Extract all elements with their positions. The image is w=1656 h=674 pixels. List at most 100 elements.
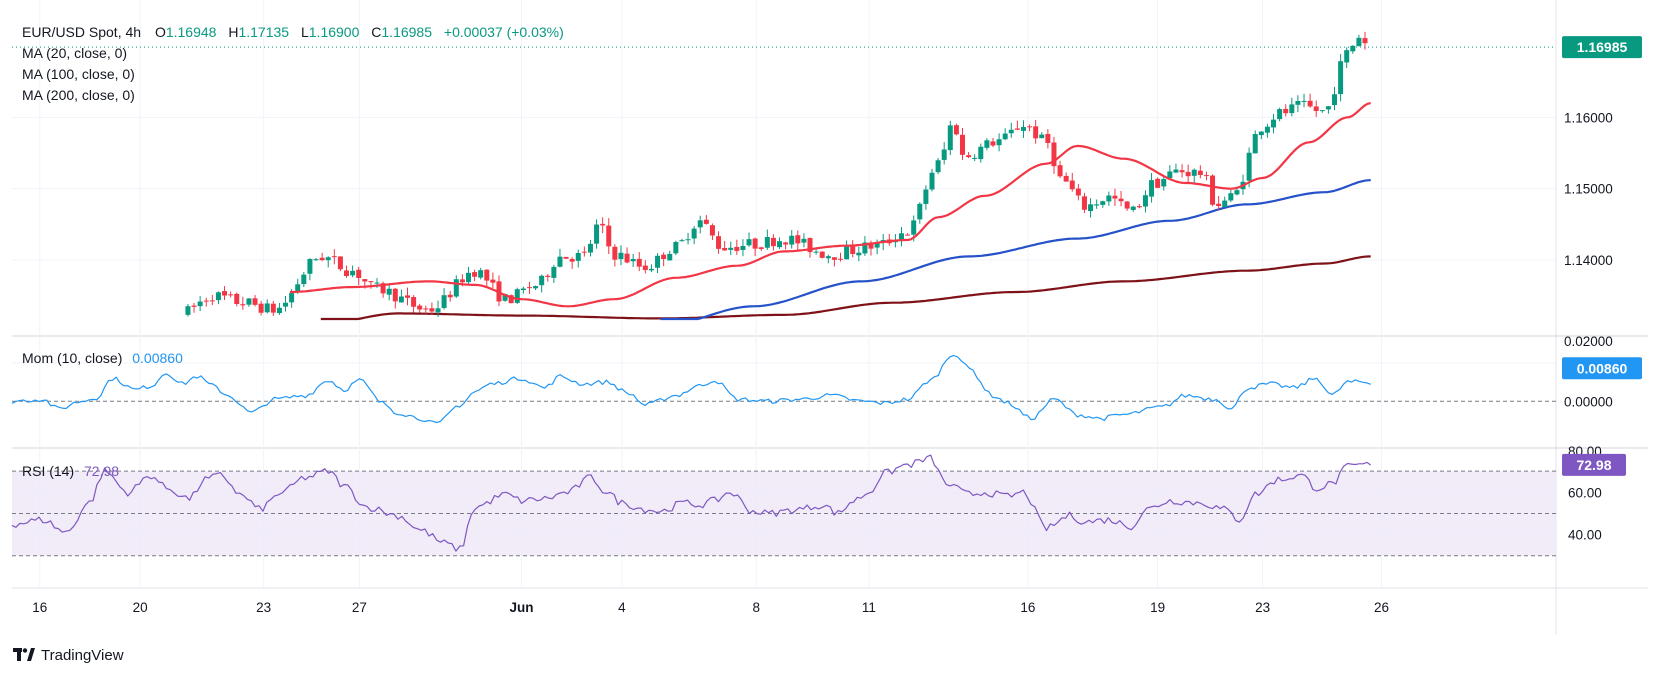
high-value: 1.17135 xyxy=(238,24,289,40)
candle-body-105 xyxy=(825,256,831,259)
candle-body-34 xyxy=(392,288,398,302)
candle-body-128 xyxy=(966,155,972,158)
candle-body-109 xyxy=(850,245,856,254)
candle-body-149 xyxy=(1094,204,1100,206)
candle-body-41 xyxy=(435,308,441,313)
rsi-legend[interactable]: RSI (14) 72.98 xyxy=(22,463,119,479)
candle-body-46 xyxy=(465,272,471,283)
candle-body-104 xyxy=(819,251,825,258)
time-tick-6: 8 xyxy=(752,600,760,615)
mom-legend-label: Mom (10, close) xyxy=(22,350,122,366)
candle-body-188 xyxy=(1332,94,1338,106)
candle-body-85 xyxy=(703,219,709,224)
candle-body-141 xyxy=(1045,133,1051,144)
candle-body-3 xyxy=(203,300,209,302)
mom-tick-1: 0.00000 xyxy=(1564,394,1613,409)
candle-body-37 xyxy=(411,297,417,307)
candle-body-120 xyxy=(917,203,923,220)
candle-body-193 xyxy=(1362,38,1368,44)
candle-body-137 xyxy=(1020,126,1026,131)
candle-body-53 xyxy=(508,295,514,304)
price-tick-0: 1.16000 xyxy=(1564,110,1613,125)
candle-body-146 xyxy=(1075,188,1081,196)
candle-body-171 xyxy=(1228,193,1234,201)
candle-body-126 xyxy=(953,125,959,135)
candle-body-147 xyxy=(1081,196,1087,210)
candle-body-164 xyxy=(1185,171,1191,177)
candle-body-16 xyxy=(283,302,289,307)
candles xyxy=(185,31,1368,317)
candle-body-9 xyxy=(240,304,246,306)
candle-body-63 xyxy=(569,259,575,262)
candle-body-76 xyxy=(648,268,654,271)
candle-body-2 xyxy=(197,301,203,307)
rsi-badge-value: 72.98 xyxy=(1576,457,1611,473)
mom-legend[interactable]: Mom (10, close) 0.00860 xyxy=(22,350,183,366)
tradingview-logo[interactable]: TradingView xyxy=(13,647,124,664)
candle-body-24 xyxy=(331,256,337,258)
candle-body-52 xyxy=(502,293,508,301)
candle-body-167 xyxy=(1203,175,1209,177)
candle-body-61 xyxy=(557,256,563,267)
candle-body-26 xyxy=(344,270,350,276)
candle-body-183 xyxy=(1301,100,1307,102)
candle-body-28 xyxy=(356,269,362,278)
candle-body-73 xyxy=(630,259,636,262)
candle-body-133 xyxy=(996,139,1002,146)
candle-body-56 xyxy=(526,287,532,289)
close-value: 1.16985 xyxy=(381,24,432,40)
candle-body-145 xyxy=(1069,180,1075,190)
candle-body-82 xyxy=(685,239,691,241)
candle-body-59 xyxy=(545,275,551,277)
ma200-line xyxy=(320,255,1371,321)
mom-axis: 0.02000 0.00000 xyxy=(1564,334,1613,409)
candle-body-36 xyxy=(404,295,410,298)
candle-body-113 xyxy=(874,243,880,248)
candle-body-77 xyxy=(655,255,661,268)
ma100-path xyxy=(660,179,1371,321)
candle-body-97 xyxy=(777,241,783,248)
time-tick-10: 23 xyxy=(1255,600,1270,615)
candle-body-80 xyxy=(673,242,679,254)
candle-body-179 xyxy=(1277,109,1283,120)
ma100-legend[interactable]: MA (100, close, 0) xyxy=(22,66,135,82)
ma20-path xyxy=(289,102,1371,308)
time-tick-9: 19 xyxy=(1150,600,1165,615)
ma20-legend[interactable]: MA (20, close, 0) xyxy=(22,45,127,61)
candle-body-134 xyxy=(1002,133,1008,140)
candle-body-40 xyxy=(429,308,435,312)
candle-body-107 xyxy=(838,258,844,260)
candle-body-43 xyxy=(447,294,453,298)
candle-body-166 xyxy=(1197,170,1203,175)
candle-body-154 xyxy=(1124,201,1130,209)
low-value: 1.16900 xyxy=(309,24,360,40)
candle-body-27 xyxy=(350,270,356,276)
candle-body-72 xyxy=(624,253,630,263)
candle-body-160 xyxy=(1161,179,1167,187)
close-key: C xyxy=(371,24,381,40)
candle-body-75 xyxy=(642,265,648,271)
candle-body-159 xyxy=(1155,178,1161,188)
candle-body-31 xyxy=(374,282,380,284)
candle-body-130 xyxy=(978,146,984,160)
candle-body-58 xyxy=(539,275,545,286)
candle-body-89 xyxy=(728,247,734,250)
candle-body-165 xyxy=(1191,169,1197,176)
candle-body-30 xyxy=(368,281,374,283)
candle-body-50 xyxy=(490,279,496,283)
candle-body-177 xyxy=(1264,126,1270,133)
time-tick-8: 16 xyxy=(1020,600,1035,615)
candle-body-74 xyxy=(636,258,642,267)
candle-body-152 xyxy=(1112,195,1118,199)
tradingview-logo-text: TradingView xyxy=(41,647,124,664)
candle-body-90 xyxy=(734,246,740,251)
candle-body-20 xyxy=(307,259,313,274)
ma20-line xyxy=(289,102,1371,308)
candle-body-15 xyxy=(276,307,282,314)
ma200-legend[interactable]: MA (200, close, 0) xyxy=(22,87,135,103)
mom-legend-value: 0.00860 xyxy=(132,350,183,366)
candle-body-170 xyxy=(1222,200,1228,208)
time-tick-11: 26 xyxy=(1374,600,1389,615)
candle-body-129 xyxy=(972,157,978,159)
candle-body-35 xyxy=(398,296,404,303)
